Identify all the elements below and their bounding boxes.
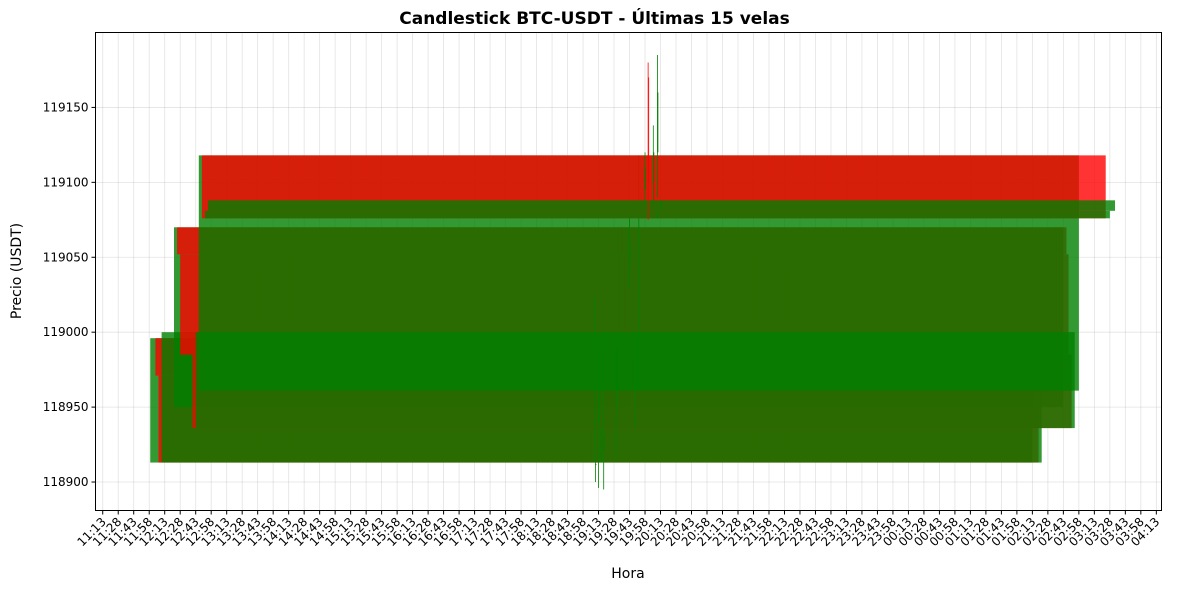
candle-body [603,437,605,453]
candles-layer [150,54,1116,490]
candle-up [644,152,647,205]
candle-body [653,152,655,183]
candle-body [598,392,600,423]
candle-up [208,200,1116,211]
candle-body [616,347,618,408]
y-tick-label: 119100 [43,175,89,189]
candle-down [647,62,650,220]
x-axis: 11:1311:2811:4311:5812:1312:2812:4312:58… [74,510,1162,549]
candle-body [657,92,659,153]
candle-up [652,125,655,205]
candle-up [629,218,631,288]
y-axis: 118900 118950 119000 119050 119100 119150 [43,100,96,489]
chart-title: Candlestick BTC-USDT - Últimas 15 velas [399,7,790,29]
candle-up [595,294,597,483]
candle-body [204,210,1110,219]
y-tick-label: 119150 [43,100,89,114]
candle-body [595,464,597,466]
candle-body [645,167,647,190]
y-tick-label: 118900 [43,475,89,489]
candle-up [603,332,605,490]
candle-up [204,210,1110,219]
candle-up [657,54,659,198]
candle-up [615,332,618,460]
y-tick-label: 118950 [43,400,89,414]
candle-up [598,347,600,489]
y-tick-label: 119000 [43,325,89,339]
x-axis-label: Hora [611,566,644,582]
y-axis-label: Precio (USDT) [9,223,25,319]
candle-body [648,77,650,183]
y-tick-label: 119050 [43,250,89,264]
plot-frame [95,32,1162,511]
candle-body [208,200,1116,211]
candle-body [629,242,631,265]
